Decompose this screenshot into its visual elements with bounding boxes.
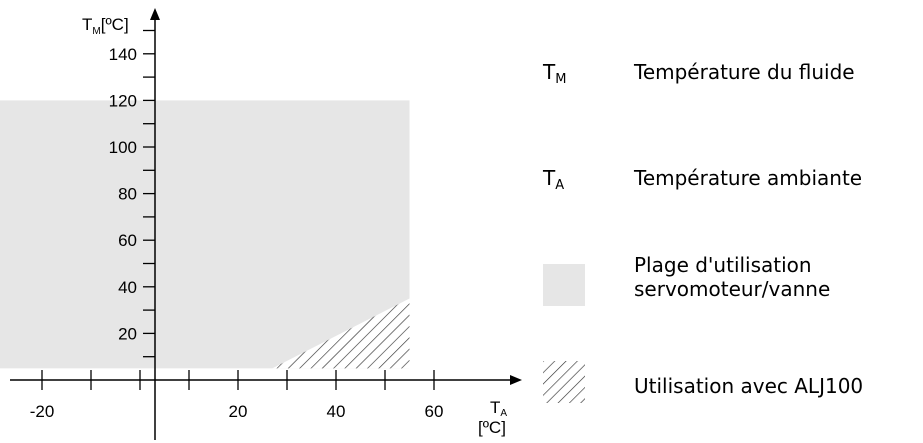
x-tick-label: -20 [30, 402, 55, 421]
y-axis-arrow [150, 8, 160, 20]
x-axis-title-unit: [ºC] [478, 418, 506, 437]
x-tick-label: 40 [327, 402, 346, 421]
y-tick-label: 120 [109, 91, 137, 110]
y-tick-label: 100 [109, 138, 137, 157]
region-plage-utilisation [0, 100, 410, 369]
region-utilisation-alj100 [272, 298, 410, 369]
y-tick-label: 80 [118, 185, 137, 204]
y-tick-label: 140 [109, 45, 137, 64]
operating-range-chart: -20 20 40 60 20 40 60 80 100 120 140 TM[ºC] TA[ºC] [0, 8, 522, 440]
legend-symbol-ta: TA [543, 166, 565, 193]
x-tick-label: 20 [229, 402, 248, 421]
legend: TM Température du fluide TA Température … [540, 0, 923, 443]
legend-label-alj100: Utilisation avec ALJ100 [634, 374, 864, 398]
y-tick-label: 20 [118, 324, 137, 343]
x-axis-title-symbol: TA [490, 398, 507, 419]
legend-label-ambient-temperature: Température ambiante [634, 166, 863, 190]
legend-label-operating-range: Plage d'utilisation servomoteur/vanne [634, 253, 831, 301]
legend-label-fluid-temperature: Température du fluide [634, 60, 855, 84]
y-tick-label: 60 [118, 231, 137, 250]
y-tick-label: 40 [118, 278, 137, 297]
legend-symbol-tm: TM [543, 60, 567, 87]
y-axis-title: TM[ºC] [82, 15, 129, 37]
legend-swatch-hatch [543, 361, 585, 403]
legend-swatch-fill [543, 264, 585, 306]
x-axis-arrow [510, 375, 522, 385]
x-tick-label: 60 [425, 402, 444, 421]
